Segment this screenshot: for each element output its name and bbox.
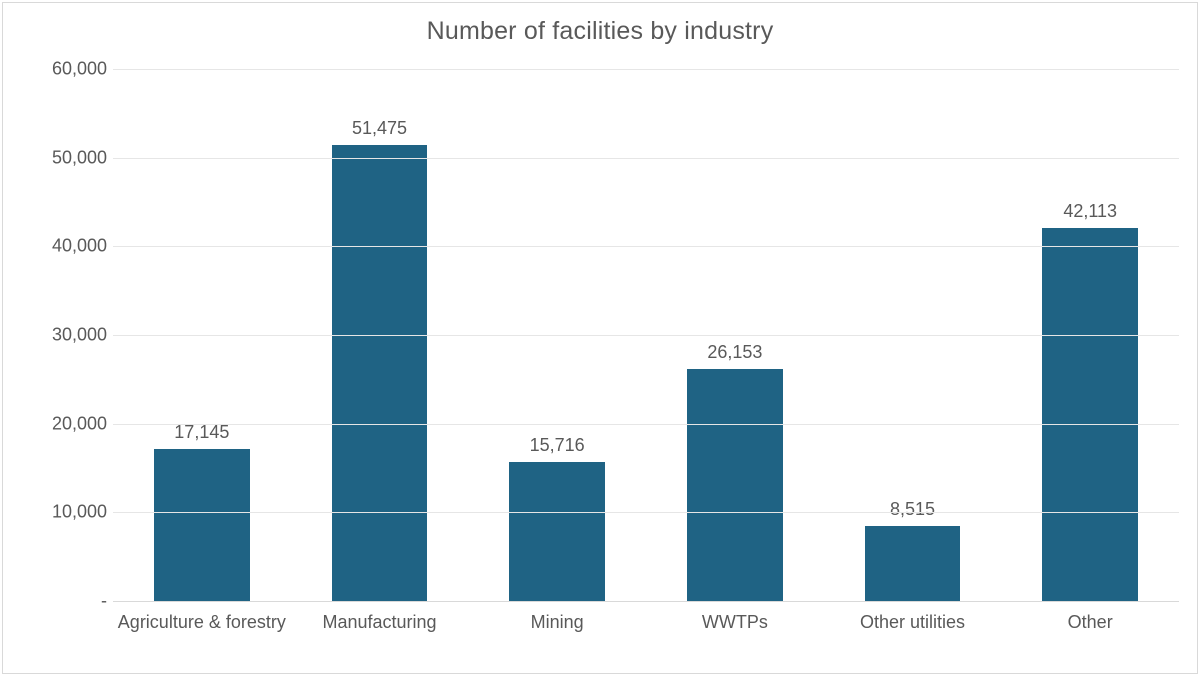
bar-value-label: 26,153 — [707, 342, 762, 369]
bar — [509, 462, 605, 601]
gridline — [113, 335, 1179, 336]
bar-value-label: 51,475 — [352, 118, 407, 145]
x-tick-label: Mining — [468, 605, 646, 655]
gridline — [113, 69, 1179, 70]
bar — [332, 145, 428, 601]
x-tick-label: Other — [1001, 605, 1179, 655]
bar-value-label: 17,145 — [174, 422, 229, 449]
chart-title: Number of facilities by industry — [3, 17, 1197, 46]
x-tick-label: Other utilities — [824, 605, 1002, 655]
x-axis-labels: Agriculture & forestryManufacturingMinin… — [113, 605, 1179, 655]
bar — [154, 449, 250, 601]
y-tick-label: 40,000 — [31, 236, 107, 257]
y-tick-label: 50,000 — [31, 147, 107, 168]
y-tick-label: 60,000 — [31, 59, 107, 80]
gridline — [113, 246, 1179, 247]
bar — [687, 369, 783, 601]
gridline — [113, 424, 1179, 425]
y-tick-label: 30,000 — [31, 325, 107, 346]
bar-value-label: 42,113 — [1063, 201, 1117, 228]
x-tick-label: Agriculture & forestry — [113, 605, 291, 655]
gridline — [113, 512, 1179, 513]
x-tick-label: Manufacturing — [291, 605, 469, 655]
y-tick-label: 20,000 — [31, 413, 107, 434]
y-tick-label: - — [31, 591, 107, 612]
axis-baseline — [113, 601, 1179, 602]
plot-wrap: - 10,000 20,000 30,000 40,000 50,000 60,… — [31, 69, 1179, 655]
bar — [1042, 228, 1138, 601]
bar — [865, 526, 961, 601]
y-tick-label: 10,000 — [31, 502, 107, 523]
bar-value-label: 15,716 — [530, 435, 585, 462]
chart-container: Number of facilities by industry - 10,00… — [2, 2, 1198, 674]
gridline — [113, 158, 1179, 159]
x-tick-label: WWTPs — [646, 605, 824, 655]
plot-area: 17,14551,47515,71626,1538,51542,113 — [113, 69, 1179, 601]
